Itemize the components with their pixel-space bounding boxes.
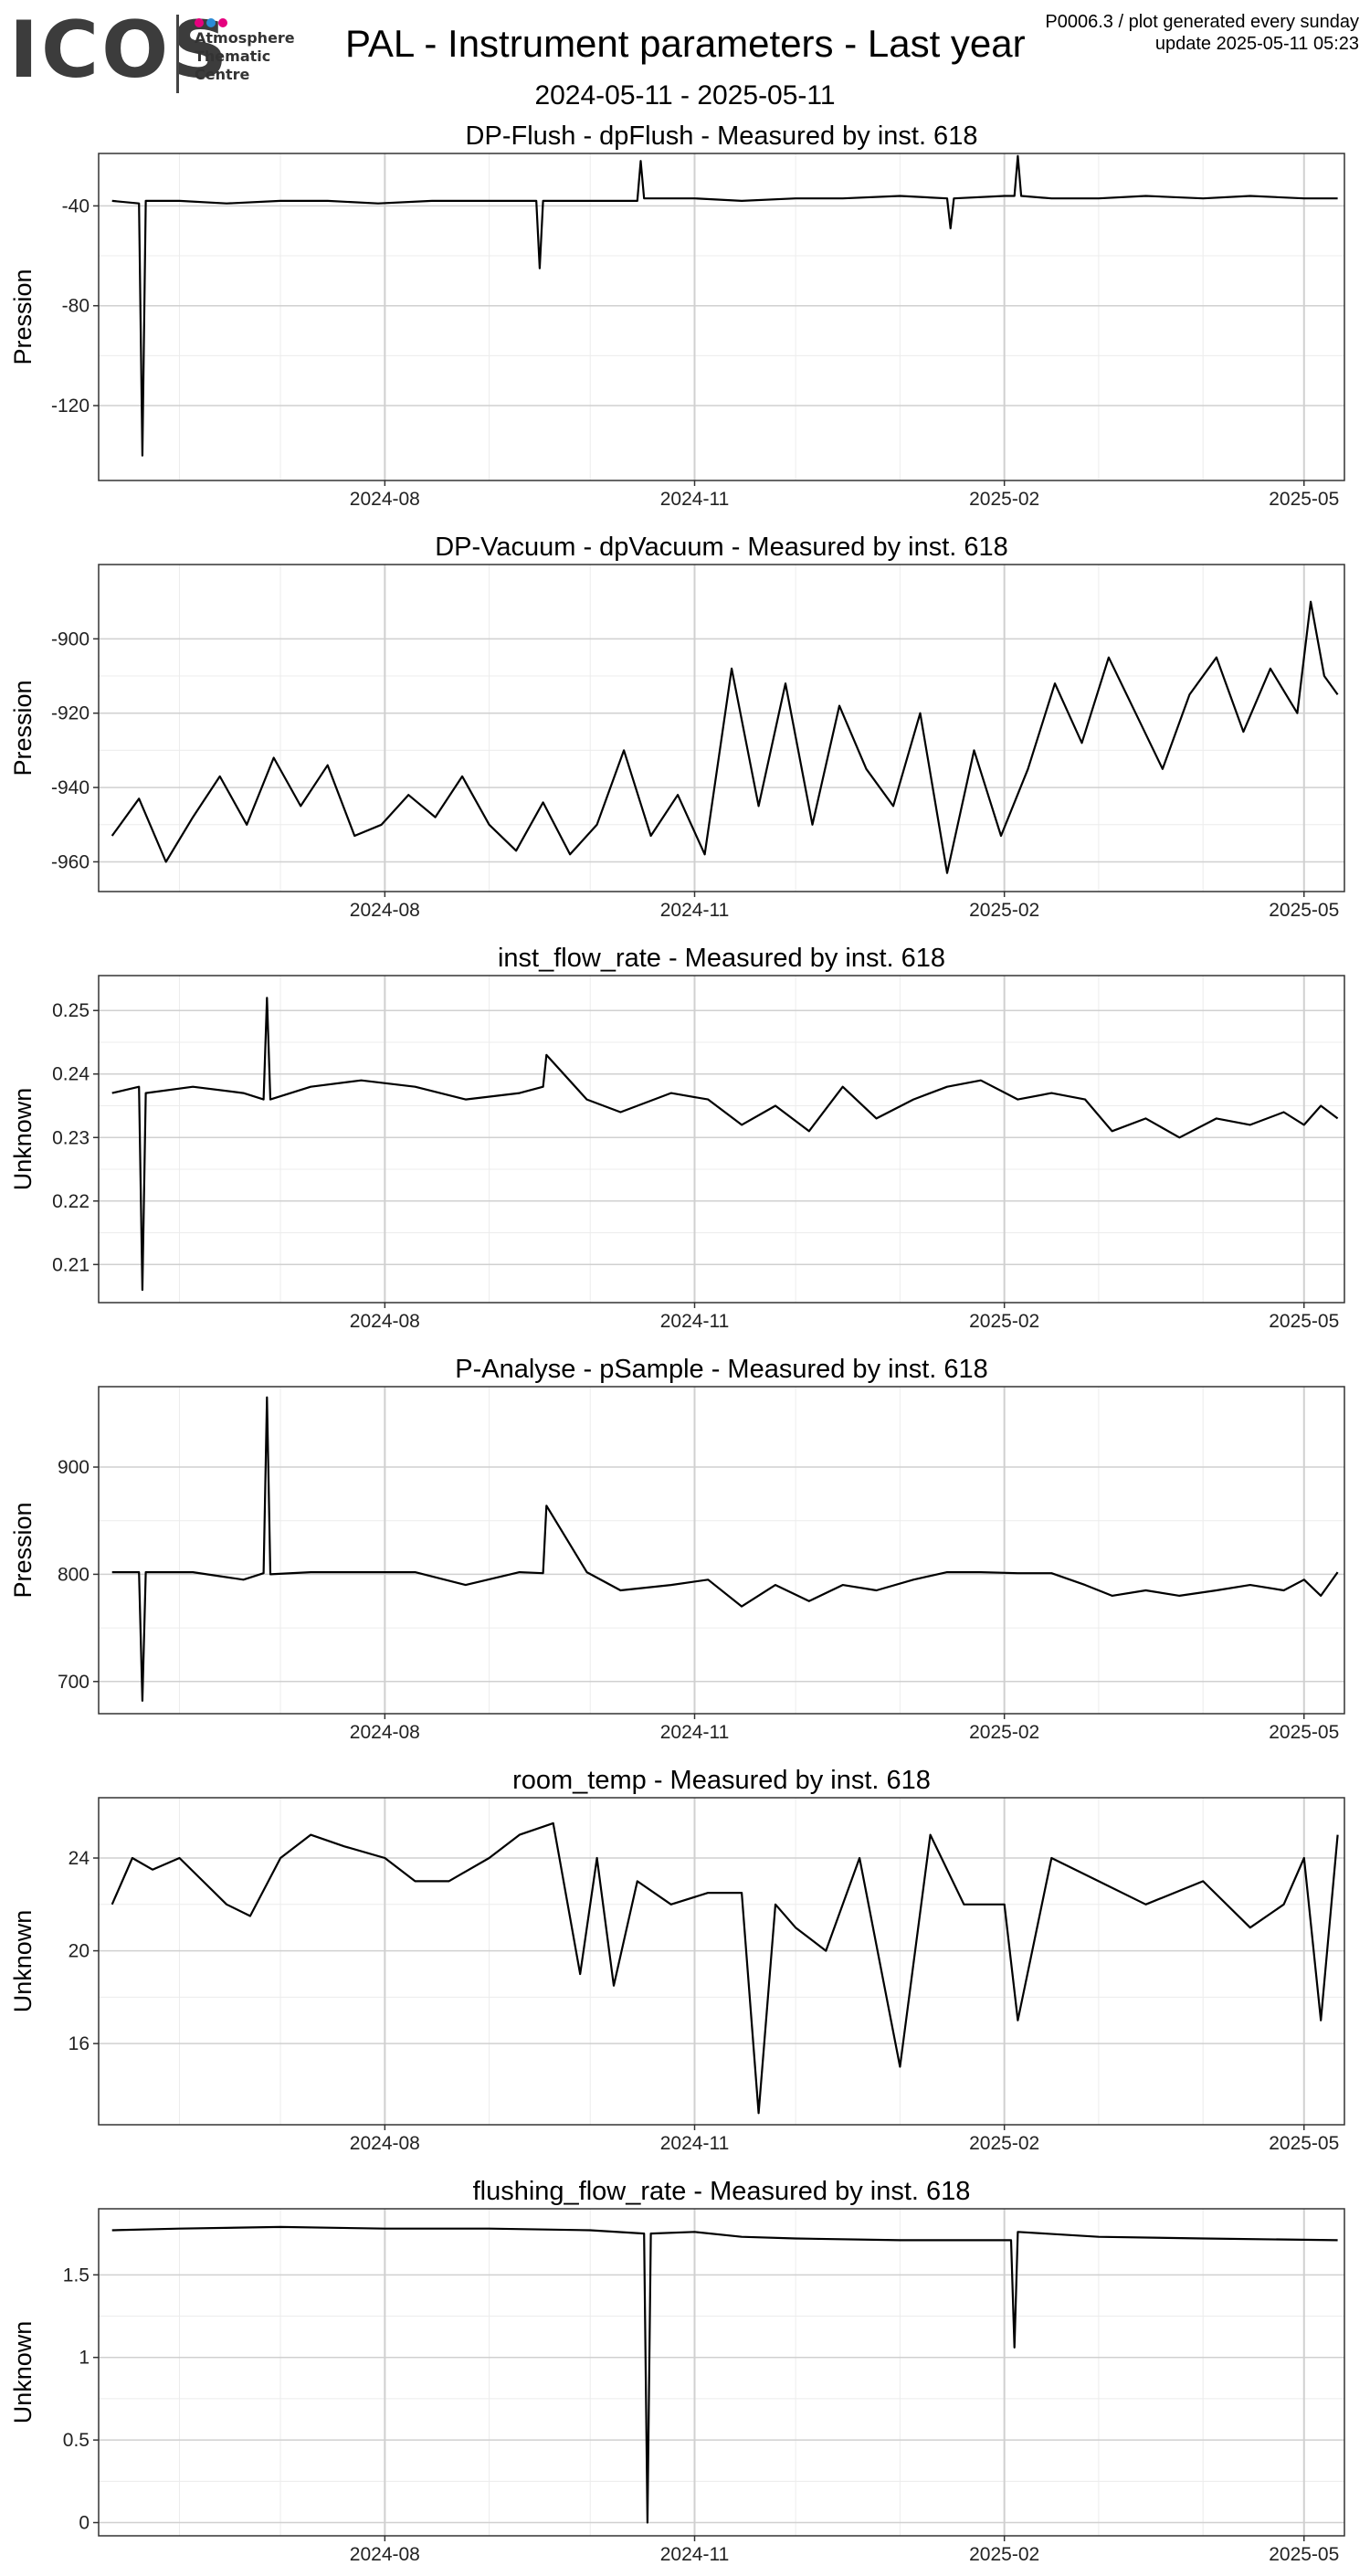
chart-title: room_temp - Measured by inst. 618 — [512, 1766, 931, 1795]
header: ICOS Atmosphere Thematic Centre PAL - In… — [0, 0, 1370, 119]
chart-panel: 2024-08 2024-11 2025-02 2025-05 -900 -920 -940… — [9, 533, 1345, 921]
chart-panel: 2024-08 2024-11 2025-02 2025-05 0 0.5 1 1.5 flus… — [9, 2177, 1345, 2565]
panel-border — [98, 1386, 1345, 1715]
x-tick-label: 2025-05 — [1269, 1311, 1339, 1332]
y-axis-label: Pression — [9, 269, 37, 364]
series-line — [111, 997, 1339, 1292]
y-tick-label: -940 — [51, 777, 90, 798]
y-axis-label: Pression — [9, 680, 37, 776]
plot-meta: P0006.3 / plot generated every sunday up… — [1045, 11, 1359, 55]
y-tick-label: 0.22 — [52, 1191, 90, 1212]
x-tick-label: 2024-11 — [660, 1311, 730, 1332]
x-tick-label: 2025-05 — [1269, 900, 1339, 921]
date-range: 2024-05-11 - 2025-05-11 — [534, 80, 836, 111]
logo-divider — [176, 15, 179, 93]
y-tick-label: 800 — [58, 1564, 90, 1585]
x-tick-label: 2024-08 — [350, 489, 420, 510]
chart-panel: 2024-08 2024-11 2025-02 2025-05 -40 -80 -120 DP… — [9, 121, 1345, 510]
x-tick-label: 2025-02 — [969, 1311, 1039, 1332]
y-tick-label: -960 — [51, 851, 90, 872]
x-tick-label: 2025-02 — [969, 1722, 1039, 1743]
chart-title: inst_flow_rate - Measured by inst. 618 — [498, 944, 945, 973]
x-tick-label: 2024-08 — [350, 2133, 420, 2154]
y-tick-label: 0.21 — [52, 1254, 90, 1275]
page-title: PAL - Instrument parameters - Last year — [345, 22, 1026, 65]
plot-background — [99, 1798, 1344, 2125]
x-tick-label: 2024-08 — [350, 2544, 420, 2565]
chart-title: DP-Vacuum - dpVacuum - Measured by inst.… — [435, 533, 1008, 562]
panel-border — [98, 153, 1345, 481]
y-tick-label: 20 — [68, 1941, 90, 1962]
y-tick-label: 0.23 — [52, 1127, 90, 1148]
x-tick-label: 2024-11 — [660, 2544, 730, 2565]
y-tick-label: -40 — [62, 195, 90, 216]
logo-dots-icon — [195, 16, 230, 32]
series-line — [111, 1396, 1339, 1703]
x-tick-label: 2024-08 — [350, 900, 420, 921]
y-tick-label: 24 — [68, 1848, 90, 1869]
x-tick-label: 2025-05 — [1269, 1722, 1339, 1743]
chart-panel: 2024-08 2024-11 2025-02 2025-05 16 20 24 room_t… — [9, 1766, 1345, 2154]
chart-title: P-Analyse - pSample - Measured by inst. … — [455, 1355, 988, 1384]
y-tick-label: -900 — [51, 628, 90, 649]
meta-update: update 2025-05-11 05:23 — [1154, 34, 1359, 54]
x-tick-label: 2025-05 — [1269, 2544, 1339, 2565]
x-tick-label: 2025-02 — [969, 2133, 1039, 2154]
x-tick-label: 2024-11 — [660, 2133, 730, 2154]
series-line — [111, 1821, 1339, 2115]
y-tick-label: 900 — [58, 1457, 90, 1478]
y-tick-label: 16 — [68, 2033, 90, 2054]
x-tick-label: 2024-11 — [660, 489, 730, 510]
y-axis-label: Unknown — [9, 1088, 37, 1191]
x-tick-label: 2025-02 — [969, 489, 1039, 510]
x-tick-label: 2025-05 — [1269, 2133, 1339, 2154]
panel-border — [98, 1797, 1345, 2126]
y-axis-label: Pression — [9, 1502, 37, 1598]
icos-logo: ICOS — [9, 5, 231, 96]
y-tick-label: -120 — [51, 396, 90, 417]
chart-panel: 2024-08 2024-11 2025-02 2025-05 0.21 0.22 0.23… — [9, 944, 1345, 1332]
y-tick-label: 0 — [79, 2513, 90, 2534]
x-tick-label: 2025-02 — [969, 900, 1039, 921]
y-tick-label: 1.5 — [63, 2265, 90, 2286]
x-tick-label: 2024-08 — [350, 1722, 420, 1743]
y-tick-label: 1 — [79, 2348, 90, 2369]
y-tick-label: 0.25 — [52, 1000, 90, 1021]
x-tick-label: 2024-11 — [660, 1722, 730, 1743]
plot-background — [99, 2209, 1344, 2536]
meta-generated: P0006.3 / plot generated every sunday — [1045, 12, 1359, 32]
y-tick-label: 700 — [58, 1672, 90, 1693]
series-line — [111, 600, 1339, 874]
y-tick-label: 0.5 — [63, 2430, 90, 2451]
y-tick-label: -920 — [51, 703, 90, 724]
plot-background — [99, 976, 1344, 1303]
panel-border — [98, 975, 1345, 1304]
chart-title: DP-Flush - dpFlush - Measured by inst. 6… — [466, 121, 978, 151]
plot-background — [99, 1387, 1344, 1714]
x-tick-label: 2025-02 — [969, 2544, 1039, 2565]
panel-border — [98, 2208, 1345, 2537]
x-tick-label: 2024-08 — [350, 1311, 420, 1332]
y-axis-label: Unknown — [9, 1910, 37, 2013]
y-axis-label: Unknown — [9, 2321, 37, 2424]
series-line — [111, 154, 1338, 457]
chart-panel: 2024-08 2024-11 2025-02 2025-05 700 800 900 P-A… — [9, 1355, 1345, 1743]
x-tick-label: 2025-05 — [1269, 489, 1339, 510]
panel-border — [98, 564, 1345, 892]
plot-background — [99, 153, 1344, 480]
y-tick-label: -80 — [62, 296, 90, 317]
x-tick-label: 2024-11 — [660, 900, 730, 921]
chart-title: flushing_flow_rate - Measured by inst. 6… — [473, 2177, 971, 2206]
logo-subtitle: Atmosphere Thematic Centre — [195, 29, 295, 83]
series-line — [111, 2225, 1338, 2524]
plot-background — [99, 565, 1344, 892]
y-tick-label: 0.24 — [52, 1064, 90, 1085]
